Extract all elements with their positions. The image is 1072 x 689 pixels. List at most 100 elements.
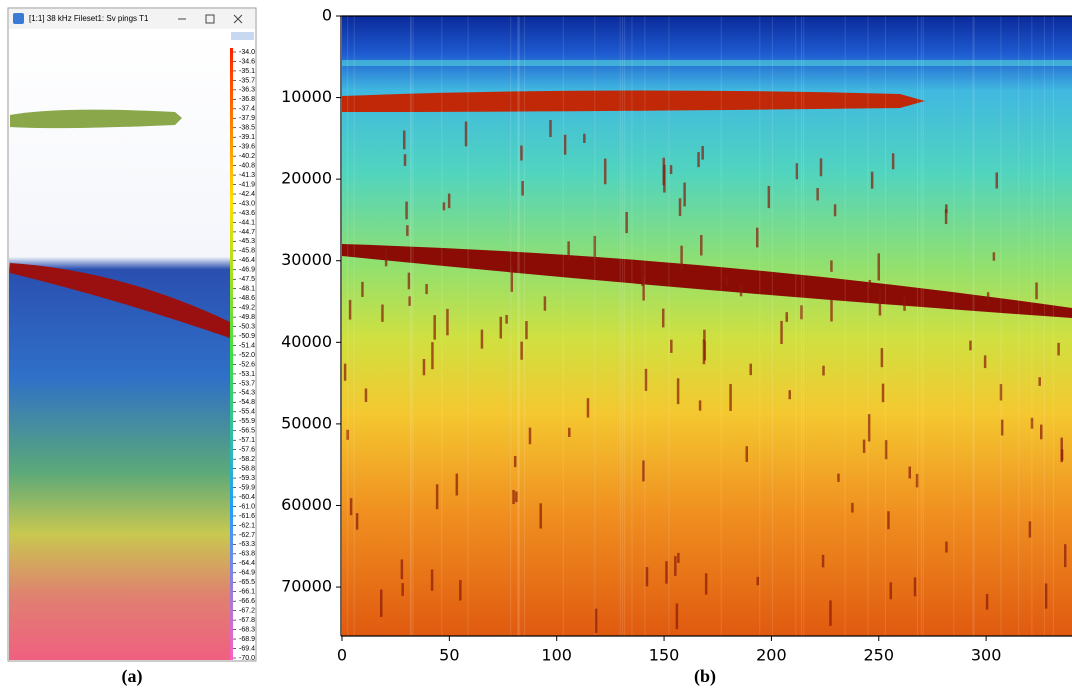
scale-label: -35.1	[239, 68, 255, 75]
scale-label: -42.4	[239, 191, 255, 198]
scale-label: -64.4	[239, 560, 255, 567]
scale-label: -66.6	[239, 598, 255, 605]
scale-label: -52.6	[239, 361, 255, 368]
scale-label: -37.9	[239, 115, 255, 122]
title-bar	[9, 9, 255, 29]
maximize-button[interactable]	[205, 14, 215, 24]
axes: 0 10000 20000 30000 40000 50000 60000 70000 0 50 1…	[281, 6, 1072, 665]
scale-label: -58.2	[239, 456, 255, 463]
scale-label: -59.3	[239, 475, 255, 482]
scale-label: -59.9	[239, 484, 255, 491]
window-title: [1:1] 38 kHz Fileset1: Sv pings T1	[29, 14, 149, 23]
scale-label: -61.0	[239, 503, 255, 510]
scale-label: -49.2	[239, 305, 255, 312]
x-tick-label: 200	[756, 646, 787, 665]
scale-label: -60.4	[239, 494, 255, 501]
y-tick-label: 0	[322, 6, 332, 25]
scale-label: -50.3	[239, 323, 255, 330]
scale-label: -43.6	[239, 210, 255, 217]
scale-labels: -34.0 -34.6 -35.1 -35.7 -36.3 -36.8 -37.4 -37.9…	[233, 49, 255, 662]
scale-label: -68.3	[239, 626, 255, 633]
panel-b: 0 10000 20000 30000 40000 50000 60000 70000 0 50 1…	[281, 6, 1072, 665]
y-tick-label: 30000	[281, 250, 332, 269]
scale-label: -66.1	[239, 589, 255, 596]
scale-label: -38.5	[239, 125, 255, 132]
scale-label: -57.6	[239, 447, 255, 454]
echogram-a	[9, 30, 230, 660]
app-icon	[13, 13, 24, 24]
panel-a: [1:1] 38 kHz Fileset1: Sv pings T1 -34.0…	[7, 7, 257, 662]
scale-label: -44.7	[239, 229, 255, 236]
scale-label: -51.4	[239, 342, 255, 349]
scale-label: -36.8	[239, 96, 255, 103]
scale-label: -56.5	[239, 428, 255, 435]
scale-label: -43.0	[239, 200, 255, 207]
scale-label: -39.1	[239, 134, 255, 141]
scale-label: -37.4	[239, 106, 255, 113]
scale-label: -47.5	[239, 276, 255, 283]
scale-label: -34.0	[239, 49, 255, 56]
x-tick-label: 150	[649, 646, 680, 665]
school-a	[10, 109, 182, 129]
scale-label: -48.1	[239, 286, 255, 293]
scale-label: -55.4	[239, 409, 255, 416]
scale-label: -49.8	[239, 314, 255, 321]
y-tick-label: 60000	[281, 495, 332, 514]
scale-strip	[230, 30, 255, 660]
school-b	[342, 90, 925, 112]
scale-label: -40.8	[239, 162, 255, 169]
scale-label: -67.2	[239, 608, 255, 615]
scale-label: -46.4	[239, 257, 255, 264]
x-tick-label: 50	[439, 646, 459, 665]
scale-label: -68.9	[239, 636, 255, 643]
bottom-b	[342, 244, 1072, 318]
scale-label: -62.7	[239, 532, 255, 539]
caption-b: (b)	[694, 666, 716, 687]
scale-label: -41.9	[239, 181, 255, 188]
y-tick-label: 40000	[281, 332, 332, 351]
scale-header	[231, 32, 254, 40]
scale-label: -53.1	[239, 371, 255, 378]
scale-label: -65.5	[239, 579, 255, 586]
scale-label: -45.3	[239, 238, 255, 245]
x-tick-label: 300	[971, 646, 1002, 665]
scale-label: -41.3	[239, 172, 255, 179]
scale-label: -48.6	[239, 295, 255, 302]
scale-label: -46.9	[239, 267, 255, 274]
close-button[interactable]	[233, 14, 243, 24]
scale-label: -34.6	[239, 58, 255, 65]
scale-label: -45.8	[239, 248, 255, 255]
scale-label: -52.0	[239, 352, 255, 359]
x-tick-label: 100	[541, 646, 572, 665]
y-tick-label: 50000	[281, 413, 332, 432]
echogram-b	[342, 16, 1072, 636]
scale-label: -55.9	[239, 418, 255, 425]
scale-label: -35.7	[239, 77, 255, 84]
y-tick-label: 70000	[281, 577, 332, 596]
scale-label: -57.1	[239, 437, 255, 444]
x-tick-label: 0	[337, 646, 347, 665]
scale-label: -67.8	[239, 617, 255, 624]
scale-label: -39.6	[239, 144, 255, 151]
layer-band	[342, 60, 1072, 66]
scale-label: -54.8	[239, 399, 255, 406]
scale-label: -62.1	[239, 522, 255, 529]
x-tick-label: 250	[863, 646, 894, 665]
scale-label: -50.9	[239, 333, 255, 340]
scale-label: -58.8	[239, 465, 255, 472]
scale-label: -54.3	[239, 390, 255, 397]
y-tick-label: 20000	[281, 169, 332, 188]
texture	[343, 16, 1067, 636]
scale-label: -44.1	[239, 219, 255, 226]
scale-label: -61.6	[239, 513, 255, 520]
scale-label: -70.0	[239, 655, 255, 662]
scale-label: -69.4	[239, 645, 255, 652]
bottom-a	[10, 263, 230, 338]
scale-label: -36.3	[239, 87, 255, 94]
scale-label: -63.3	[239, 541, 255, 548]
scale-label: -40.2	[239, 153, 255, 160]
caption-a: (a)	[122, 666, 143, 687]
y-tick-label: 10000	[281, 87, 332, 106]
